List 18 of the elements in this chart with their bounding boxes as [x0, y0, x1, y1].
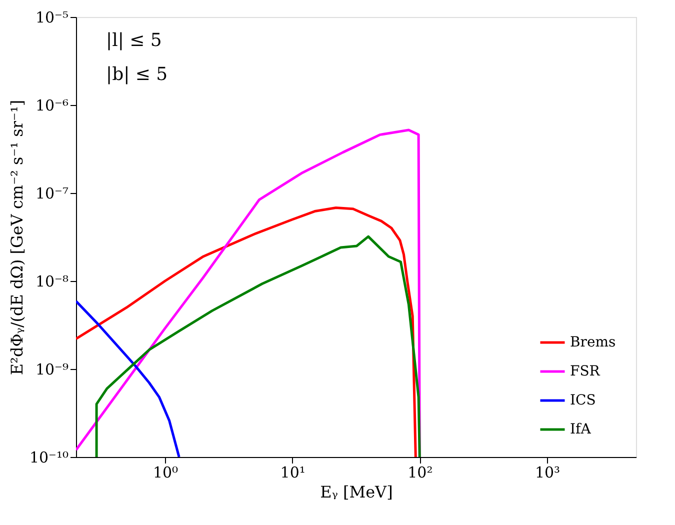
x-tick-label: 10³	[534, 464, 560, 482]
y-tick-label: 10⁻⁶	[35, 96, 68, 114]
annotation: |b| ≤ 5	[106, 64, 168, 85]
y-tick-label: 10⁻⁸	[35, 272, 68, 290]
x-tick-label: 10¹	[280, 464, 306, 482]
x-tick-label: 10²	[408, 464, 433, 482]
y-tick-label: 10⁻⁵	[35, 8, 68, 26]
legend-label: Brems	[570, 334, 616, 350]
legend-label: IfA	[570, 422, 592, 438]
y-tick-label: 10⁻¹⁰	[29, 448, 68, 466]
x-axis-title: Eᵧ [MeV]	[320, 482, 393, 502]
y-tick-label: 10⁻⁷	[35, 184, 68, 202]
y-axis-title: E²dΦᵧ/(dE dΩ) [GeV cm⁻² s⁻¹ sr⁻¹]	[7, 100, 26, 376]
x-tick-label: 10⁰	[152, 464, 178, 482]
y-tick-label: 10⁻⁹	[35, 360, 68, 378]
legend-label: FSR	[570, 364, 600, 380]
legend-label: ICS	[570, 392, 596, 408]
annotation: |l| ≤ 5	[106, 30, 162, 51]
